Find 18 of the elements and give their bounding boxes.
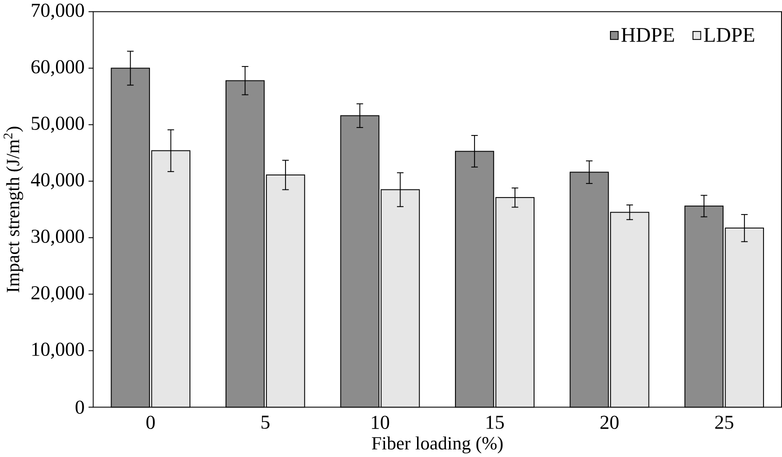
y-tick-label: 30,000 [32, 230, 84, 246]
x-tick-label: 5 [262, 416, 270, 429]
x-axis-title: Fiber loading (%) [372, 436, 503, 454]
y-tick-label: 20,000 [31, 286, 84, 302]
x-tick-label: 15 [486, 416, 504, 429]
y-tick-label: 10,000 [32, 342, 84, 359]
legend-label: LDPE [704, 28, 754, 42]
x-tick-label: 10 [372, 416, 390, 429]
x-tick-label: 20 [600, 416, 619, 429]
y-tick-label: 40,000 [30, 173, 84, 190]
x-tick-label: 0 [146, 416, 155, 429]
y-tick-label: 60,000 [31, 60, 84, 76]
legend-label: HDPE [621, 28, 674, 42]
y-tick-label: 50,000 [32, 116, 84, 133]
y-tick-label: 70,000 [32, 4, 84, 20]
y-tick-label: 0 [76, 400, 84, 414]
x-tick-label: 25 [715, 416, 734, 429]
y-axis-title: Impact strength (J/m$^{2}$) [4, 126, 24, 292]
